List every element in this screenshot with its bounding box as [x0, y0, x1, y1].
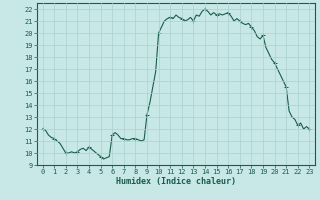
X-axis label: Humidex (Indice chaleur): Humidex (Indice chaleur): [116, 177, 236, 186]
